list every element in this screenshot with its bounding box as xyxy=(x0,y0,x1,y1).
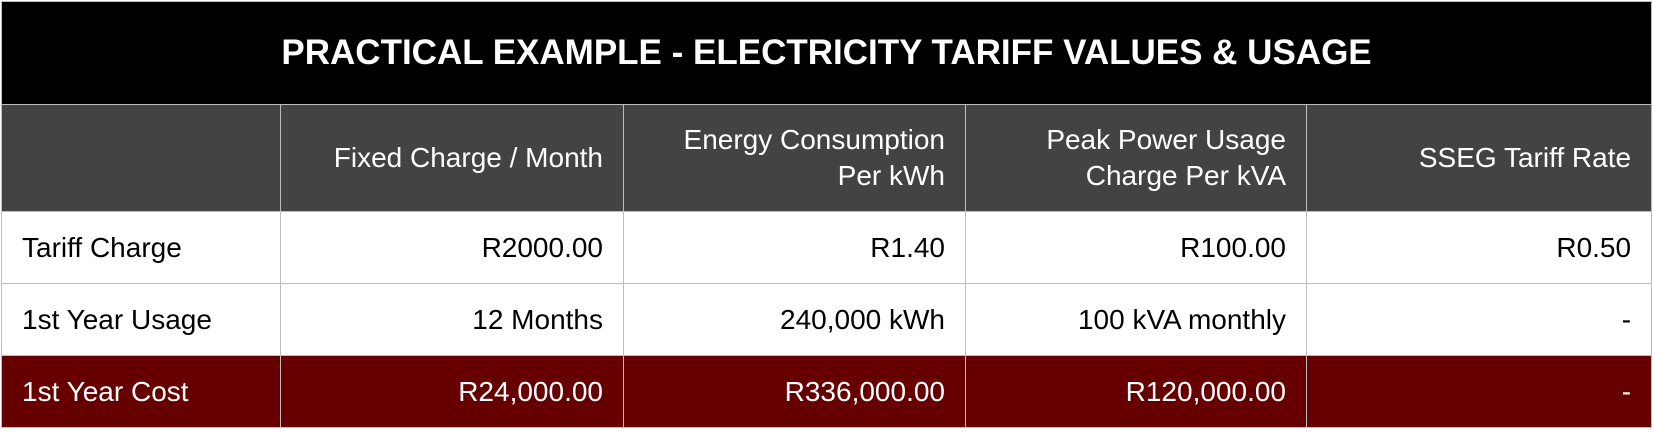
table-cell: R120,000.00 xyxy=(965,355,1307,428)
table-cell: R2000.00 xyxy=(280,211,624,284)
table-cell: - xyxy=(1305,355,1653,428)
header-cell: Fixed Charge / Month xyxy=(280,104,624,212)
title-row: PRACTICAL EXAMPLE - ELECTRICITY TARIFF V… xyxy=(0,1,1653,105)
table-cell: R1.40 xyxy=(623,211,966,284)
header-cell: SSEG Tariff Rate xyxy=(1305,104,1653,212)
header-corner xyxy=(1,104,281,212)
table-title: PRACTICAL EXAMPLE - ELECTRICITY TARIFF V… xyxy=(0,1,1653,105)
table-cell: R100.00 xyxy=(965,211,1307,284)
row-label: Tariff Charge xyxy=(1,211,281,284)
table-cell: 240,000 kWh xyxy=(623,283,966,356)
table-cell: - xyxy=(1305,283,1653,356)
table-cell: R336,000.00 xyxy=(623,355,966,428)
header-cell: Peak Power Usage Charge Per kVA xyxy=(965,104,1307,212)
table-cell: R0.50 xyxy=(1305,211,1653,284)
table-cell: 12 Months xyxy=(280,283,624,356)
table-row: 1st Year Usage 12 Months 240,000 kWh 100 kV… xyxy=(1,283,1653,356)
table-cell: 100 kVA monthly xyxy=(965,283,1307,356)
row-label: 1st Year Usage xyxy=(1,283,281,356)
table-row: Tariff Charge R2000.00 R1.40 R100.00 R0.50 xyxy=(1,211,1653,284)
row-label: 1st Year Cost xyxy=(1,355,281,428)
table-cell: R24,000.00 xyxy=(280,355,624,428)
header-row: Fixed Charge / Month Energy Consumption … xyxy=(1,104,1653,212)
header-cell: Energy Consumption Per kWh xyxy=(623,104,966,212)
table-row: 1st Year Cost R24,000.00 R336,000.00 R120,0… xyxy=(1,355,1653,428)
